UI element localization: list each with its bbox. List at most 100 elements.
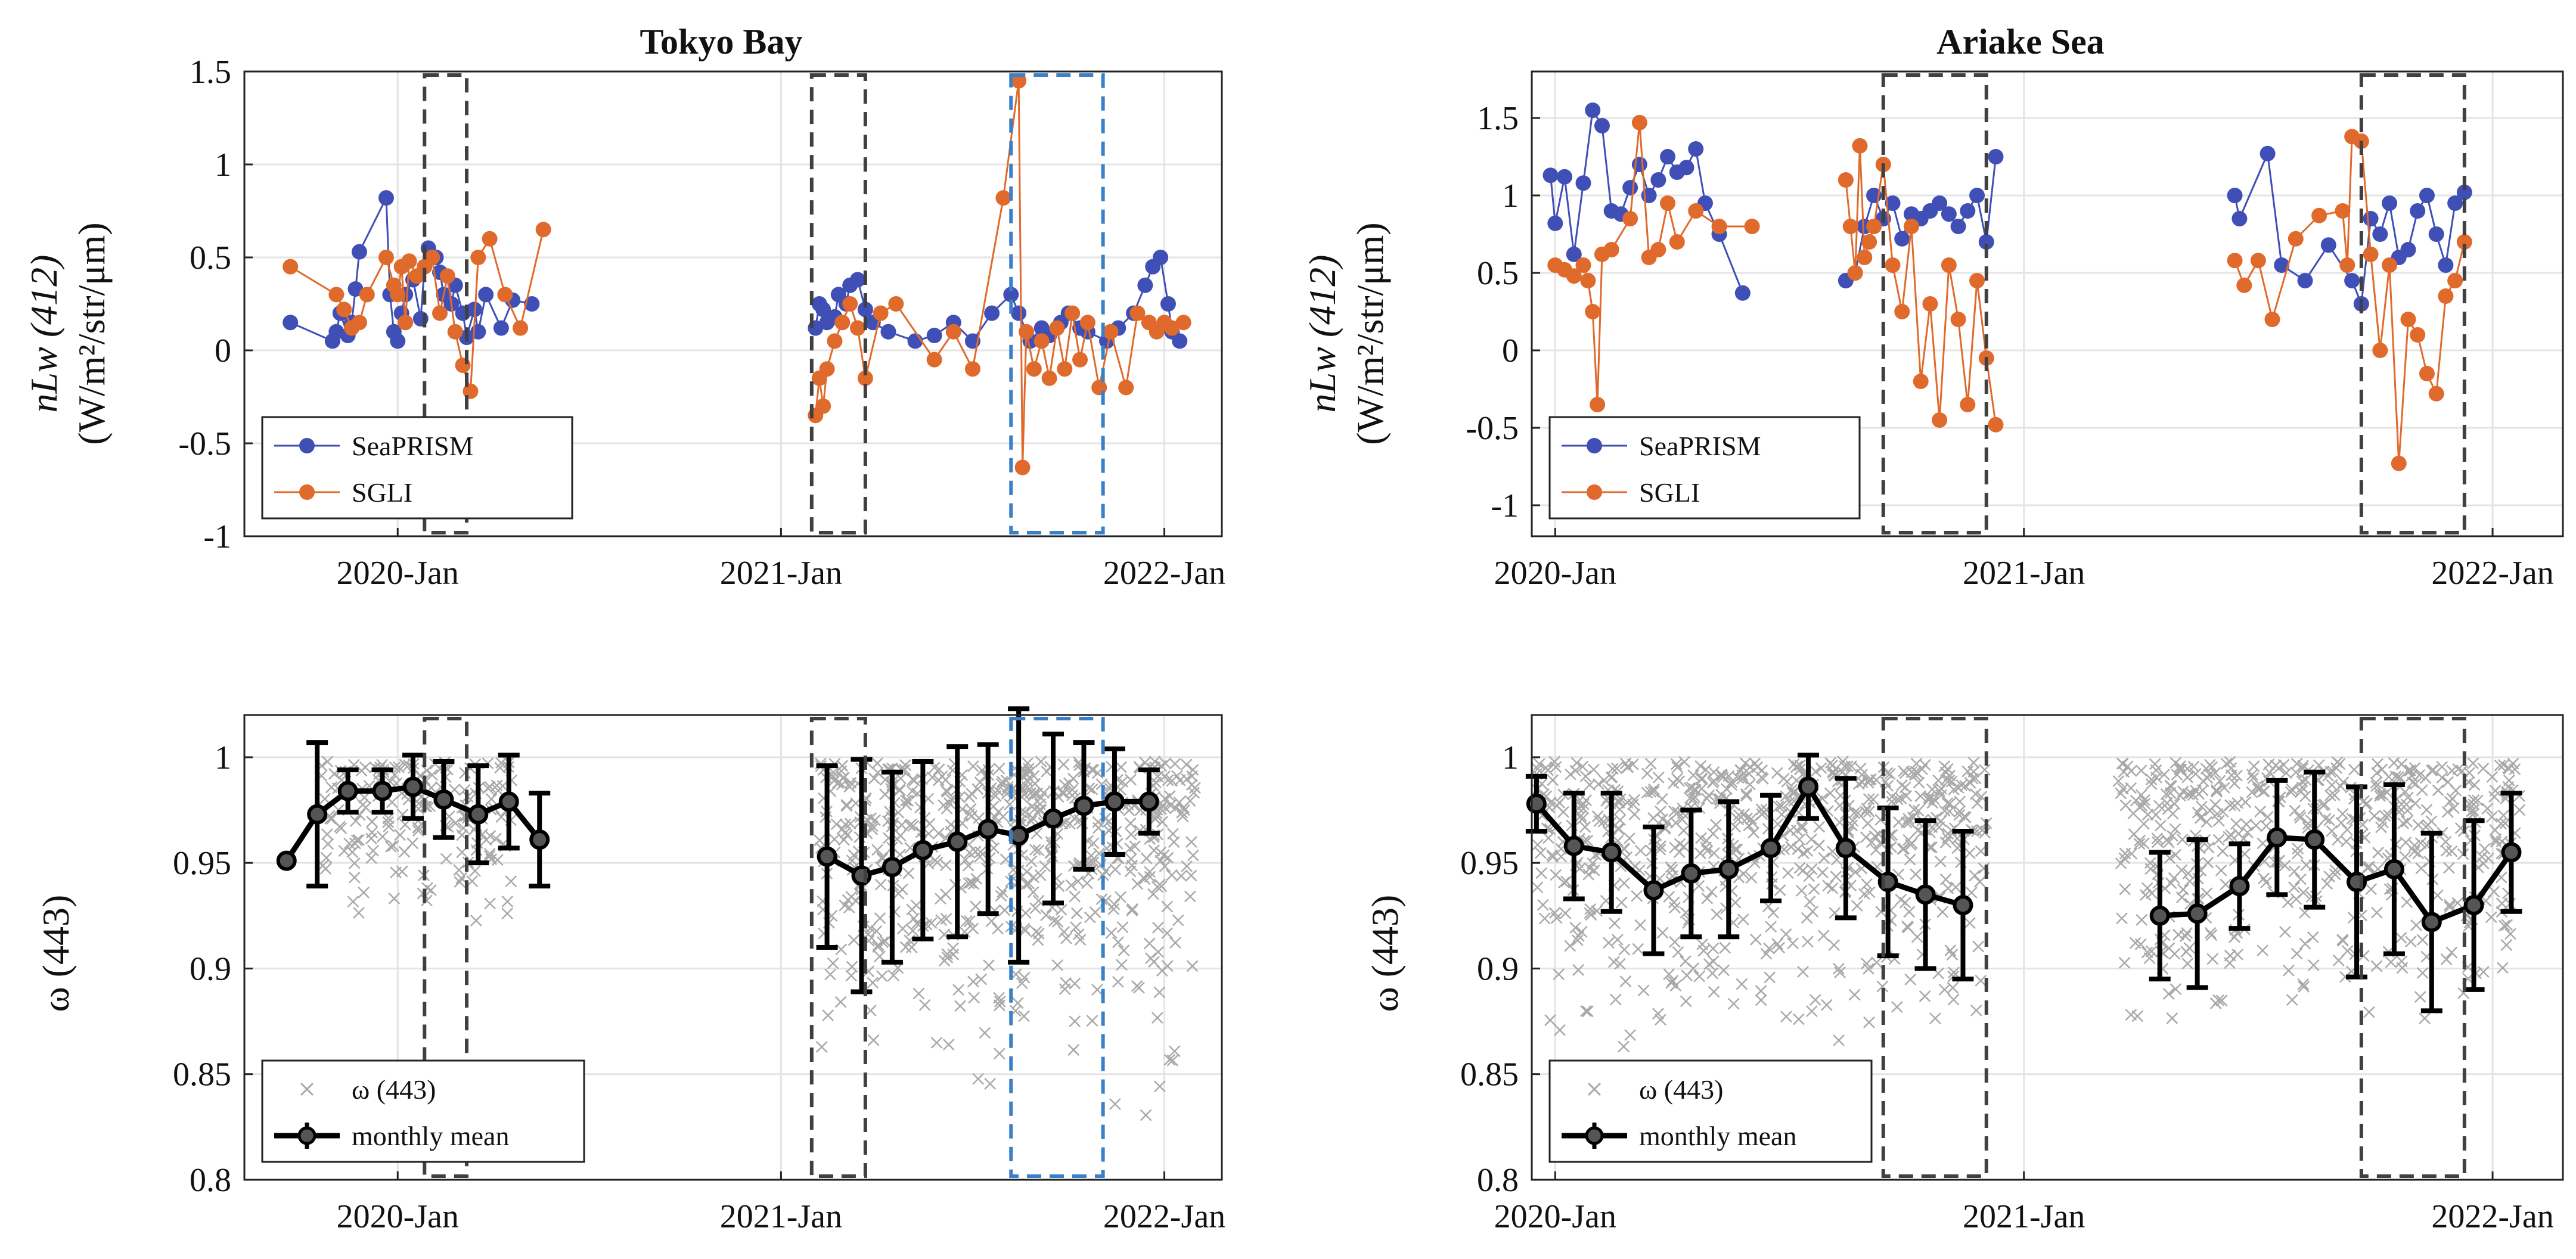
omega-scatter-point (2135, 764, 2147, 777)
omega-scatter-point (2273, 762, 2285, 775)
omega-scatter-point (1140, 852, 1153, 865)
seaprism-data-point (880, 324, 896, 340)
omega-scatter-point (1069, 890, 1081, 903)
omega-scatter-point (2170, 983, 2182, 995)
omega-scatter-point (1828, 939, 1840, 952)
omega-scatter-point (1577, 798, 1590, 810)
omega-scatter-point (382, 812, 395, 825)
omega-scatter-point (1834, 966, 1846, 978)
sgli-data-point (1744, 219, 1760, 234)
omega-scatter-point (1911, 767, 1924, 779)
monthly-mean-point (1798, 776, 1818, 797)
monthly-mean-point (851, 865, 872, 886)
sgli-data-point (1019, 324, 1034, 340)
omega-scatter-point (941, 784, 952, 797)
sgli-data-point (1660, 195, 1676, 211)
omega-scatter-point (1863, 886, 1876, 899)
omega-scatter-point (814, 834, 826, 847)
omega-scatter-point (347, 896, 359, 908)
omega-scatter-point (2254, 806, 2267, 817)
seaprism-data-point (1153, 250, 1169, 265)
sgli-data-point (827, 333, 843, 349)
seaprism-data-point (1950, 219, 1966, 234)
omega-scatter-point (2496, 897, 2508, 910)
omega-scatter-point (983, 959, 995, 971)
seaprism-data-point (2382, 195, 2398, 211)
omega-scatter-point (1547, 774, 1559, 787)
omega-scatter-point (1116, 776, 1128, 788)
sgli-data-point (2264, 312, 2280, 327)
omega-scatter-point (2374, 788, 2386, 800)
omega-scatter-point (1965, 887, 1978, 899)
omega-scatter-point (945, 793, 957, 806)
omega-scatter-point (1815, 762, 1827, 775)
monthly-mean-point (2501, 842, 2522, 863)
omega-scatter-point (1109, 1098, 1121, 1110)
omega-scatter-point (2176, 834, 2189, 846)
omega-scatter-point (2363, 1006, 2375, 1018)
omega-scatter-point (384, 840, 397, 853)
omega-scatter-point (1537, 899, 1549, 911)
omega-scatter-point (1124, 865, 1137, 878)
omega-scatter-point (1656, 793, 1668, 805)
monthly-mean-point (307, 804, 328, 825)
omega-scatter-point (2172, 928, 2184, 941)
omega-scatter-point (1641, 787, 1653, 799)
omega-scatter-point (1576, 760, 1589, 773)
omega-scatter-point (2299, 774, 2312, 786)
omega-scatter-point (965, 876, 977, 889)
legend-swatch-marker (297, 1126, 316, 1145)
omega-scatter-point (2410, 919, 2422, 931)
omega-scatter-point (1544, 797, 1557, 809)
omega-scatter-point (1899, 767, 1911, 779)
y-tick-label: 0.9 (190, 950, 231, 987)
omega-scatter-point (1780, 928, 1792, 940)
omega-scatter-point (1543, 832, 1554, 844)
seaprism-data-point (351, 244, 367, 260)
omega-scatter-point (1039, 860, 1051, 872)
omega-scatter-point (2150, 809, 2162, 821)
omega-scatter-point (1948, 966, 1960, 979)
omega-scatter-point (1124, 817, 1137, 829)
sgli-data-point (1932, 412, 1948, 428)
omega-scatter-point (846, 960, 858, 973)
omega-scatter-point (1538, 912, 1551, 925)
omega-scatter-point (1939, 873, 1952, 885)
sgli-data-point (2456, 234, 2472, 250)
omega-scatter-point (1105, 927, 1118, 939)
omega-scatter-point (1614, 814, 1627, 826)
seaprism-data-point (2372, 226, 2388, 242)
x-tick-label: 2021-Jan (720, 555, 842, 592)
omega-scatter-point (1184, 890, 1196, 903)
omega-scatter-point (1820, 999, 1833, 1011)
legend-label: SGLI (1639, 477, 1700, 508)
omega-scatter-point (1151, 1012, 1163, 1024)
sgli-data-point (1969, 273, 1985, 288)
omega-scatter-point (973, 851, 986, 863)
omega-scatter-point (970, 900, 982, 913)
omega-scatter-point (1066, 784, 1078, 796)
omega-scatter-point (322, 838, 334, 850)
monthly-mean-point (817, 846, 837, 867)
omega-scatter-point (1109, 863, 1122, 876)
sgli-data-point (359, 287, 375, 303)
seaprism-data-point (2232, 211, 2248, 226)
omega-scatter-point (2395, 955, 2408, 968)
omega-scatter-point (501, 896, 514, 907)
seaprism-data-point (815, 301, 831, 318)
omega-scatter-point (1959, 780, 1972, 792)
omega-scatter-point (1637, 984, 1650, 997)
omega-scatter-point (2420, 804, 2433, 816)
omega-scatter-point (1157, 799, 1169, 812)
sgli-data-point (439, 268, 455, 284)
omega-scatter-point (469, 865, 481, 877)
omega-scatter-point (1112, 975, 1124, 988)
omega-scatter-point (1743, 767, 1755, 780)
omega-scatter-point (967, 975, 979, 988)
legend-box (1548, 1059, 1873, 1163)
sgli-data-point (1585, 304, 1601, 319)
seaprism-data-point (1650, 172, 1666, 188)
omega-scatter-point (1531, 838, 1544, 851)
omega-scatter-point (2119, 799, 2132, 812)
omega-scatter-point (1572, 930, 1585, 942)
